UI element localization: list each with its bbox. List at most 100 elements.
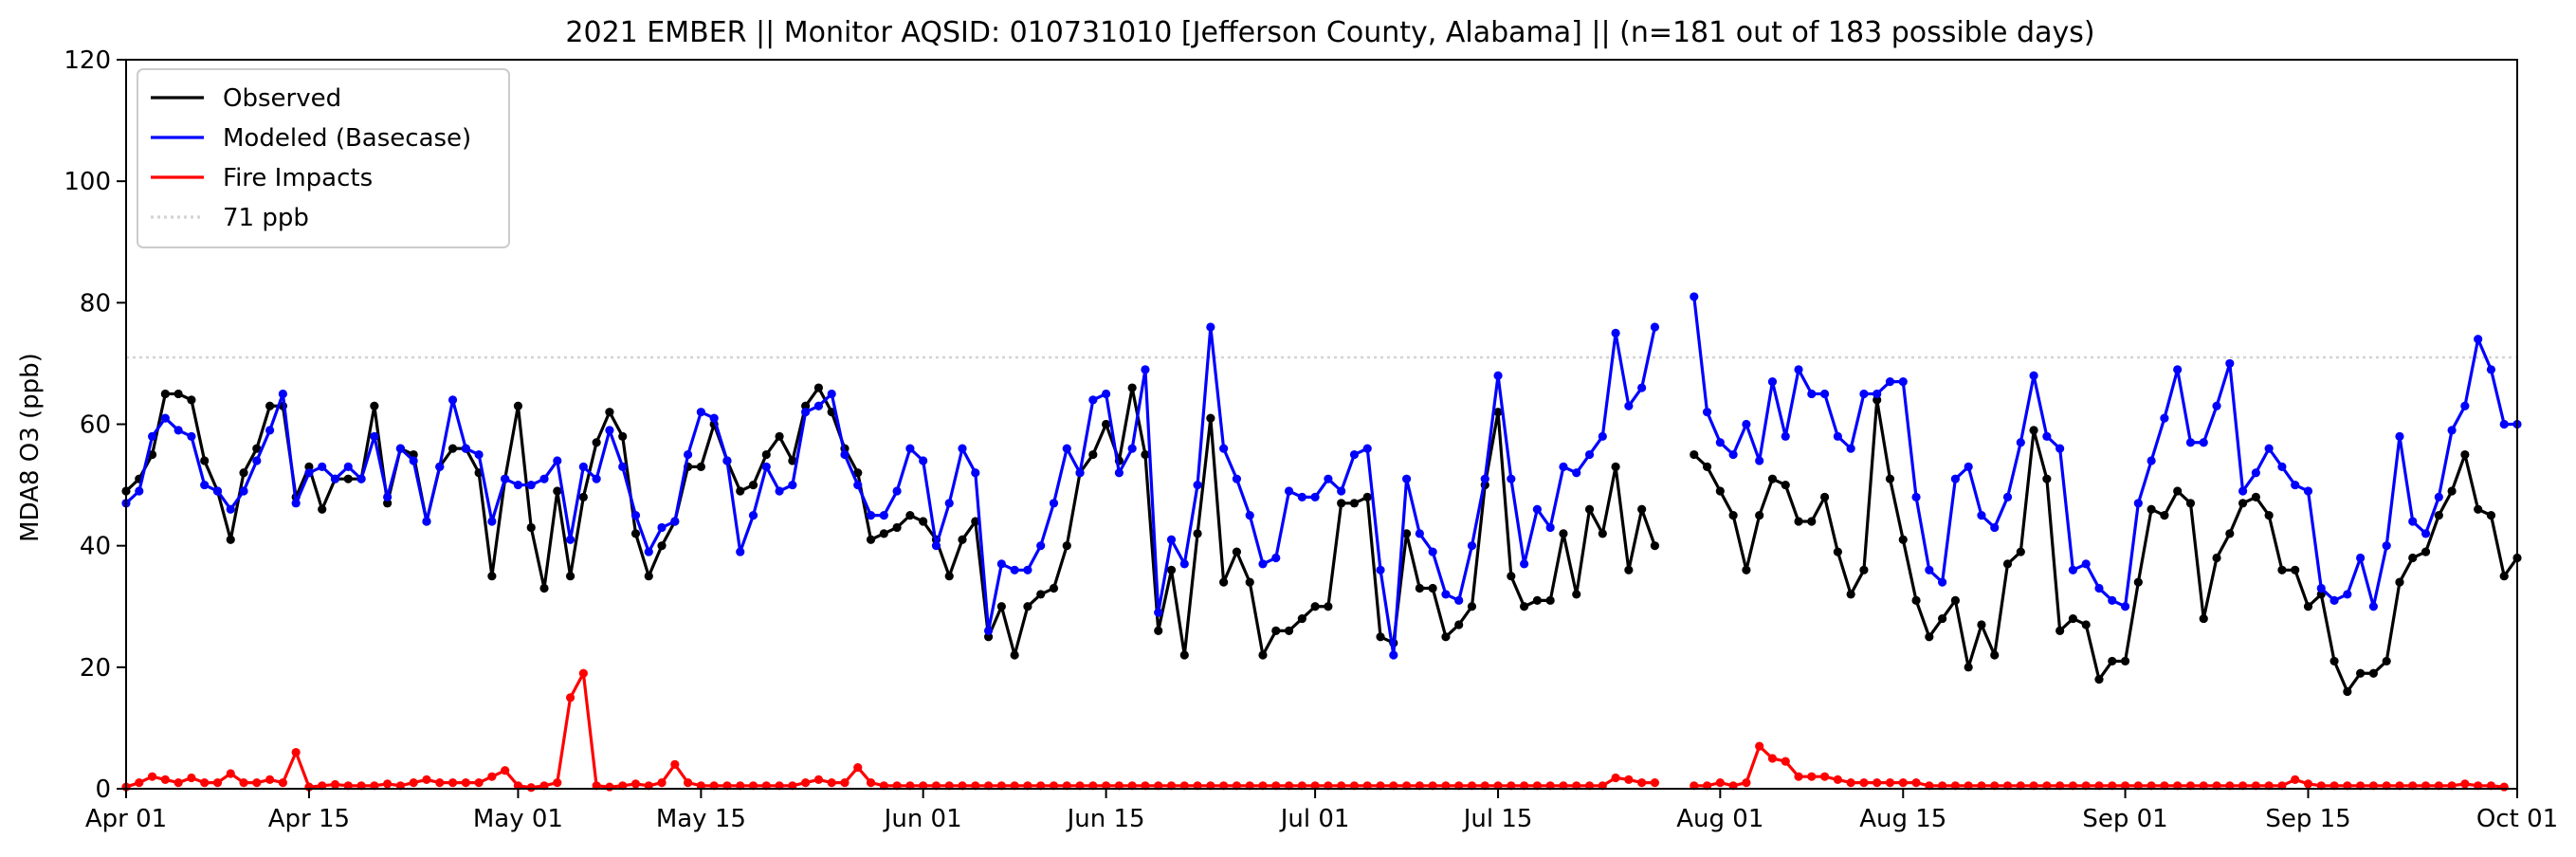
data-point <box>1141 449 1150 460</box>
data-point <box>487 572 497 581</box>
data-point <box>1127 383 1137 392</box>
data-point <box>2291 775 2300 784</box>
data-point <box>318 504 327 514</box>
data-point <box>944 572 954 581</box>
data-point <box>2238 499 2248 508</box>
data-point <box>212 486 223 496</box>
y-tick-label: 60 <box>80 411 111 440</box>
data-point <box>2016 547 2025 556</box>
data-point <box>291 499 301 508</box>
data-point <box>1702 408 1712 417</box>
data-point <box>212 777 223 788</box>
x-tick-label: Jun 15 <box>1066 805 1145 833</box>
data-point <box>2055 626 2065 635</box>
data-point <box>2251 492 2260 502</box>
data-point <box>2447 426 2457 435</box>
data-point <box>252 444 262 453</box>
data-point <box>2499 419 2509 429</box>
data-point <box>996 559 1006 569</box>
data-point <box>1807 389 1817 399</box>
data-point <box>1833 431 1842 441</box>
data-point <box>736 547 745 556</box>
data-point <box>919 517 928 526</box>
data-point <box>657 522 667 533</box>
data-point <box>684 777 693 788</box>
data-point <box>1807 517 1817 526</box>
data-point <box>1258 650 1268 660</box>
data-point <box>630 511 641 520</box>
data-point <box>1898 777 1908 788</box>
data-point <box>187 431 196 441</box>
data-point <box>1559 462 1568 471</box>
data-point <box>2081 620 2091 629</box>
data-point <box>1742 565 1751 574</box>
data-point <box>1349 499 1360 508</box>
data-point <box>160 775 170 784</box>
data-point <box>1755 456 1764 465</box>
data-point <box>1637 504 1647 514</box>
data-point <box>2185 499 2196 508</box>
data-point <box>1271 626 1281 635</box>
data-point <box>657 541 667 551</box>
data-point <box>1911 492 1921 502</box>
data-point <box>2042 474 2052 483</box>
data-point <box>1742 777 1751 788</box>
data-point <box>343 462 353 471</box>
data-point <box>1624 401 1634 410</box>
data-point <box>1088 395 1098 405</box>
chart-title: 2021 EMBER || Monitor AQSID: 010731010 [… <box>565 16 2094 49</box>
data-point <box>866 535 876 544</box>
data-point <box>1559 529 1568 538</box>
data-point <box>578 492 588 502</box>
data-point <box>409 777 418 788</box>
data-point <box>592 474 601 483</box>
data-point <box>1376 565 1385 574</box>
data-point <box>2343 686 2352 697</box>
data-point <box>1781 431 1790 441</box>
x-tick-label: Sep 01 <box>2082 805 2167 833</box>
data-point <box>2486 511 2496 520</box>
data-point <box>383 492 393 502</box>
data-point <box>2434 492 2443 502</box>
data-point <box>905 511 915 520</box>
data-point <box>983 632 994 642</box>
data-point <box>813 383 824 392</box>
data-point <box>1049 583 1059 593</box>
data-point <box>2303 486 2313 496</box>
data-point <box>644 572 653 581</box>
data-point <box>2499 572 2509 581</box>
data-point <box>501 766 510 775</box>
data-point <box>748 511 758 520</box>
data-point <box>1297 613 1306 624</box>
data-point <box>2094 675 2104 684</box>
data-point <box>487 772 497 781</box>
data-point <box>971 517 980 526</box>
data-point <box>1245 577 1254 587</box>
data-point <box>813 401 824 410</box>
data-point <box>1650 541 1660 551</box>
data-point <box>1219 444 1229 453</box>
data-point <box>1193 529 1202 538</box>
data-point <box>2212 401 2221 410</box>
data-point <box>2447 486 2457 496</box>
data-point <box>1166 565 1177 574</box>
data-point <box>2356 553 2366 563</box>
legend-label: Modeled (Basecase) <box>223 124 471 153</box>
data-point <box>2238 486 2248 496</box>
data-point <box>1532 595 1542 605</box>
data-point <box>1690 292 1699 301</box>
series-modeled-basecase <box>121 292 2522 660</box>
data-point <box>670 759 680 769</box>
data-point <box>2382 541 2391 551</box>
data-point <box>1428 547 1437 556</box>
data-point <box>919 456 928 465</box>
data-point <box>1010 565 1019 574</box>
data-point <box>853 480 863 490</box>
y-tick-label: 100 <box>64 168 111 196</box>
data-point <box>1755 511 1764 520</box>
data-point <box>2264 444 2274 453</box>
data-point <box>1624 565 1634 574</box>
data-point <box>2474 335 2483 344</box>
data-point <box>1467 541 1477 551</box>
data-point <box>200 480 210 490</box>
